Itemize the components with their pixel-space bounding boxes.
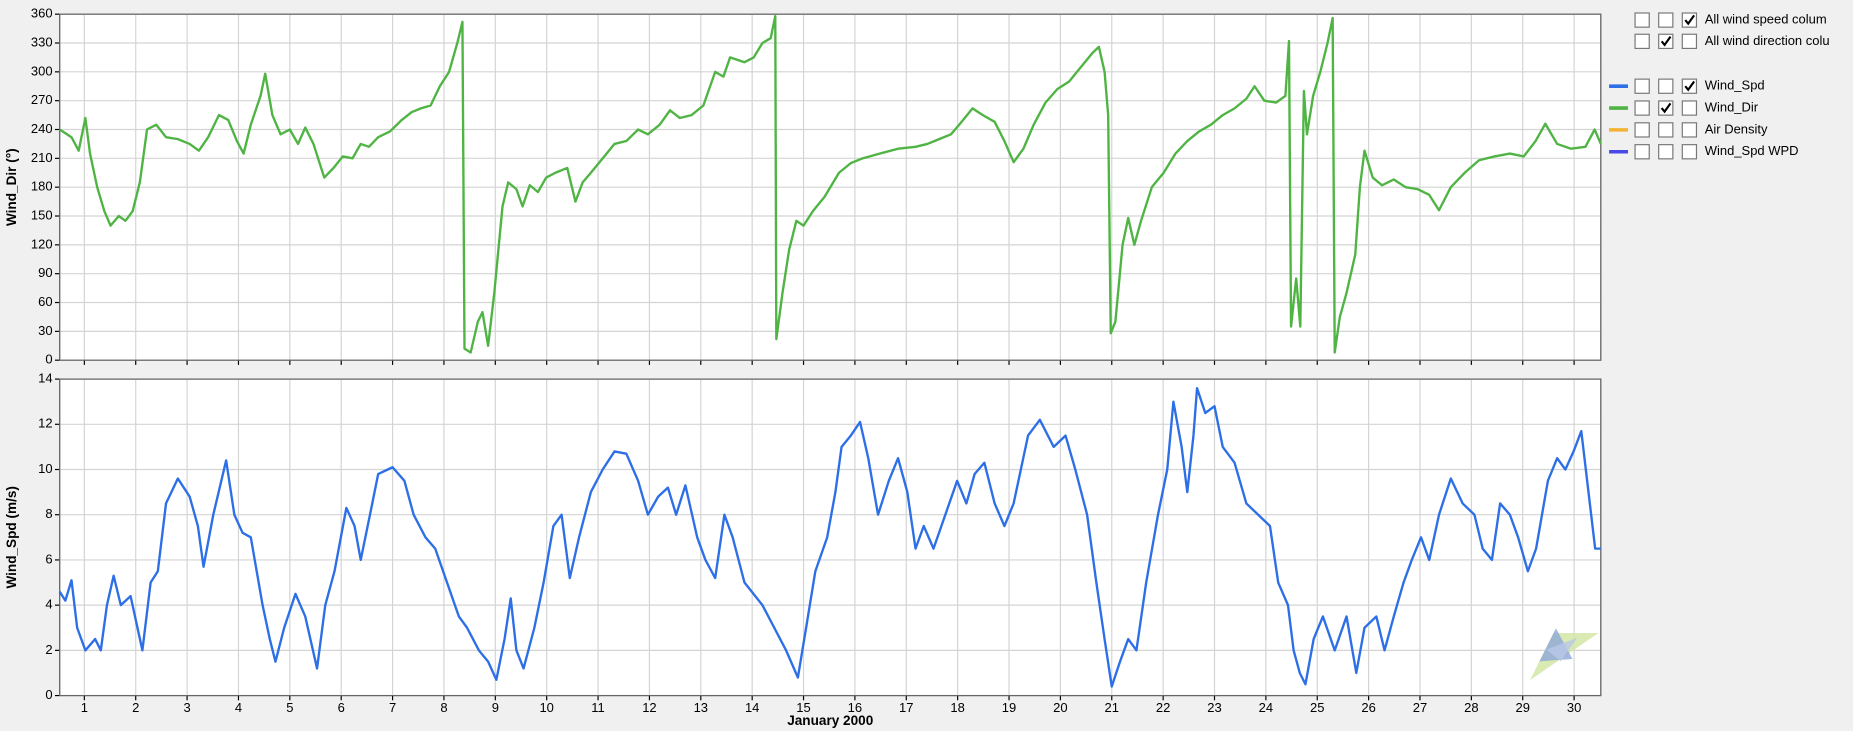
x-tick-label: 22: [1156, 700, 1170, 715]
checkbox[interactable]: [1681, 78, 1698, 94]
y-tick-label: 30: [38, 323, 52, 338]
x-tick-label: 2: [132, 700, 139, 715]
y-tick-label: 360: [31, 6, 53, 21]
plot-border: [59, 13, 1602, 361]
x-tick-label: 21: [1105, 700, 1119, 715]
checkbox[interactable]: [1658, 122, 1674, 138]
y-tick-label: 8: [45, 506, 52, 521]
y-tick-label: 240: [31, 121, 53, 136]
checkbox[interactable]: [1658, 12, 1674, 28]
checkbox[interactable]: [1634, 122, 1650, 138]
legend-label[interactable]: Wind_Dir: [1705, 99, 1759, 114]
x-tick-label: 1: [81, 700, 88, 715]
checkbox[interactable]: [1681, 122, 1698, 138]
y-tick-label: 12: [38, 416, 52, 431]
x-tick-label: 7: [389, 700, 396, 715]
x-tick-label: 4: [235, 700, 242, 715]
legend-label[interactable]: All wind direction colu: [1705, 33, 1830, 48]
x-tick-label: 28: [1464, 700, 1478, 715]
y-tick-label: 270: [31, 92, 53, 107]
checkbox[interactable]: [1658, 33, 1674, 50]
checkbox[interactable]: [1634, 12, 1650, 28]
checkbox[interactable]: [1658, 100, 1674, 116]
checkbox[interactable]: [1681, 100, 1698, 116]
x-tick-label: 8: [440, 700, 447, 715]
data-line: [59, 14, 1602, 354]
y-tick-label: 300: [31, 63, 53, 78]
checkbox[interactable]: [1658, 144, 1674, 160]
x-tick-label: 13: [694, 700, 708, 715]
x-tick-label: 29: [1516, 700, 1530, 715]
x-tick-label: 18: [950, 700, 964, 715]
check-mark: [1684, 80, 1695, 92]
check-mark: [1660, 102, 1672, 114]
y-tick-label: 60: [38, 294, 52, 309]
x-tick-label: 23: [1207, 700, 1221, 715]
y-tick-label: 6: [45, 551, 52, 566]
y-tick-label: 2: [45, 642, 52, 657]
checkbox[interactable]: [1634, 144, 1650, 160]
x-tick-label: 5: [286, 700, 293, 715]
y-tick-label: 0: [45, 687, 52, 702]
y-axis-label: Wind_Dir (°): [4, 148, 19, 226]
y-tick-label: 0: [45, 352, 52, 367]
x-tick-label: 14: [745, 700, 759, 715]
y-axis-label: Wind_Spd (m/s): [4, 486, 19, 588]
x-tick-label: 26: [1361, 700, 1375, 715]
x-tick-label: 11: [591, 700, 604, 715]
y-tick-label: 90: [38, 265, 52, 280]
check-mark: [1660, 35, 1672, 47]
x-tick-label: 10: [539, 700, 553, 715]
x-tick-label: 3: [183, 700, 190, 715]
x-tick-label: 27: [1413, 700, 1427, 715]
y-tick-label: 330: [31, 34, 53, 49]
plot-area: [59, 378, 1602, 697]
checkbox[interactable]: [1634, 33, 1650, 50]
x-tick-label: 12: [642, 700, 656, 715]
y-tick-label: 10: [38, 461, 52, 476]
data-line: [58, 386, 1601, 688]
y-tick-label: 4: [45, 597, 52, 612]
y-tick-label: 120: [31, 236, 53, 251]
y-tick-label: 14: [38, 371, 52, 386]
check-mark: [1684, 14, 1695, 26]
y-tick-label: 210: [31, 150, 53, 165]
checkbox[interactable]: [1658, 78, 1674, 94]
checkbox[interactable]: [1681, 12, 1698, 28]
x-tick-label: 6: [338, 700, 345, 715]
legend-label[interactable]: All wind speed colum: [1705, 12, 1827, 27]
legend-label[interactable]: Wind_Spd WPD: [1705, 143, 1799, 158]
y-tick-label: 180: [31, 179, 53, 194]
legend-label[interactable]: Wind_Spd: [1705, 78, 1765, 93]
x-tick-label: 9: [492, 700, 499, 715]
x-tick-label: 16: [848, 700, 862, 715]
checkbox[interactable]: [1681, 33, 1698, 50]
y-tick-label: 150: [31, 207, 53, 222]
checkbox[interactable]: [1634, 100, 1650, 116]
plot-border: [59, 378, 1602, 697]
x-tick-label: 17: [899, 700, 913, 715]
x-tick-label: 20: [1053, 700, 1067, 715]
x-tick-label: 15: [796, 700, 810, 715]
checkbox[interactable]: [1634, 78, 1650, 94]
x-tick-label: 30: [1567, 700, 1581, 715]
x-tick-label: 24: [1259, 700, 1273, 715]
checkbox[interactable]: [1681, 144, 1698, 160]
legend-label[interactable]: Air Density: [1705, 121, 1768, 136]
x-axis-label: January 2000: [787, 713, 873, 728]
x-tick-label: 25: [1310, 700, 1324, 715]
x-tick-label: 19: [1002, 700, 1016, 715]
